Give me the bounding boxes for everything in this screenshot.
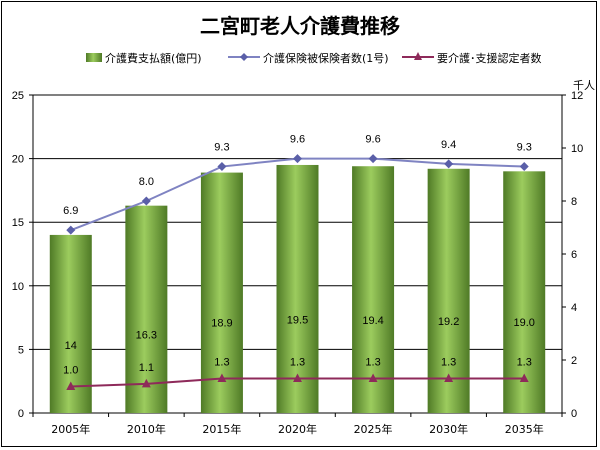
insured-value-label: 9.3 (214, 142, 229, 154)
insured-value-label: 8.0 (139, 176, 154, 188)
left-tick-label: 5 (18, 344, 24, 356)
certified-point (66, 381, 76, 390)
certified-point (217, 373, 227, 383)
left-tick-label: 15 (12, 217, 24, 229)
insured-value-label: 9.3 (517, 142, 532, 154)
x-tick-label: 2030年 (429, 422, 468, 436)
certified-point (141, 378, 151, 388)
right-tick-label: 8 (571, 196, 577, 208)
x-tick-label: 2035年 (505, 422, 544, 436)
legend: 介護費支払額(億円) 介護保険被保険者数(1号) 要介護･支援認定者数 (86, 51, 542, 65)
bar (276, 164, 319, 413)
insured-value-label: 6.9 (63, 205, 78, 217)
right-tick-label: 10 (571, 143, 583, 155)
bar-value-label: 19.0 (514, 317, 535, 329)
certified-point (293, 373, 302, 383)
bar-value-label: 14 (65, 340, 77, 352)
certified-value-label: 1.3 (290, 357, 305, 369)
insured-point (293, 154, 302, 164)
certified-point (444, 373, 454, 383)
insured-point (141, 196, 151, 206)
bar-value-label: 16.3 (136, 329, 157, 341)
x-tick-label: 2015年 (202, 422, 241, 436)
right-tick-label: 6 (571, 249, 577, 261)
insured-point (519, 162, 529, 172)
legend-label-bar: 介護費支払額(億円) (105, 51, 202, 65)
insured-value-label: 9.6 (290, 134, 305, 146)
insured-point (217, 162, 227, 172)
right-tick-label: 0 (571, 408, 577, 420)
insured-value-label: 9.4 (441, 139, 456, 151)
certified-value-label: 1.0 (63, 365, 78, 377)
tick-labels: 0 5 10 15 20 25 0 2 4 6 8 10 12 2005年 2010年 2015年 2020年 2… (12, 90, 584, 436)
certified-value-label: 1.3 (365, 357, 380, 369)
bar (503, 171, 546, 413)
x-tick-label: 2020年 (278, 422, 317, 436)
legend-marker-triangle (414, 52, 422, 60)
insured-point (368, 154, 378, 164)
insured-point (66, 225, 76, 235)
chart-title: 二宮町老人介護費推移 (200, 14, 400, 38)
legend-label-insured: 介護保険被保険者数(1号) (263, 51, 389, 65)
legend-label-certified: 要介護･支援認定者数 (437, 51, 542, 65)
bar (427, 168, 470, 413)
bar (352, 166, 395, 413)
bar-value-label: 18.9 (211, 317, 232, 329)
data-labels: 14 16.3 18.9 19.5 19.4 19.2 19.0 6.9 8.0 9.3 9.6 9.… (63, 134, 535, 377)
legend-marker-diamond (240, 53, 248, 61)
right-tick-label: 2 (571, 355, 577, 367)
certified-point (519, 373, 529, 383)
legend-swatch-bar (86, 53, 102, 62)
left-tick-label: 10 (12, 281, 24, 293)
bar (200, 172, 243, 413)
line-series (66, 154, 529, 390)
left-tick-label: 20 (12, 154, 24, 166)
right-tick-label: 4 (571, 302, 577, 314)
bar (125, 205, 168, 413)
bar-value-label: 19.5 (287, 315, 308, 327)
certified-value-label: 1.3 (214, 357, 229, 369)
certified-value-label: 1.3 (441, 357, 456, 369)
x-tick-label: 2005年 (51, 422, 90, 436)
right-axis-unit: 千人 (573, 79, 595, 92)
bar-value-label: 19.2 (438, 316, 459, 328)
certified-value-label: 1.1 (139, 362, 154, 374)
left-tick-label: 0 (18, 408, 24, 420)
bar-value-label: 19.4 (362, 315, 383, 327)
right-tick-label: 12 (571, 90, 583, 102)
left-tick-label: 25 (12, 90, 24, 102)
certified-value-label: 1.3 (517, 357, 532, 369)
insured-point (444, 159, 454, 169)
bar-series (49, 164, 546, 413)
x-tick-label: 2025年 (354, 422, 393, 436)
insured-value-label: 9.6 (365, 134, 380, 146)
x-tick-label: 2010年 (127, 422, 166, 436)
certified-point (368, 373, 378, 383)
